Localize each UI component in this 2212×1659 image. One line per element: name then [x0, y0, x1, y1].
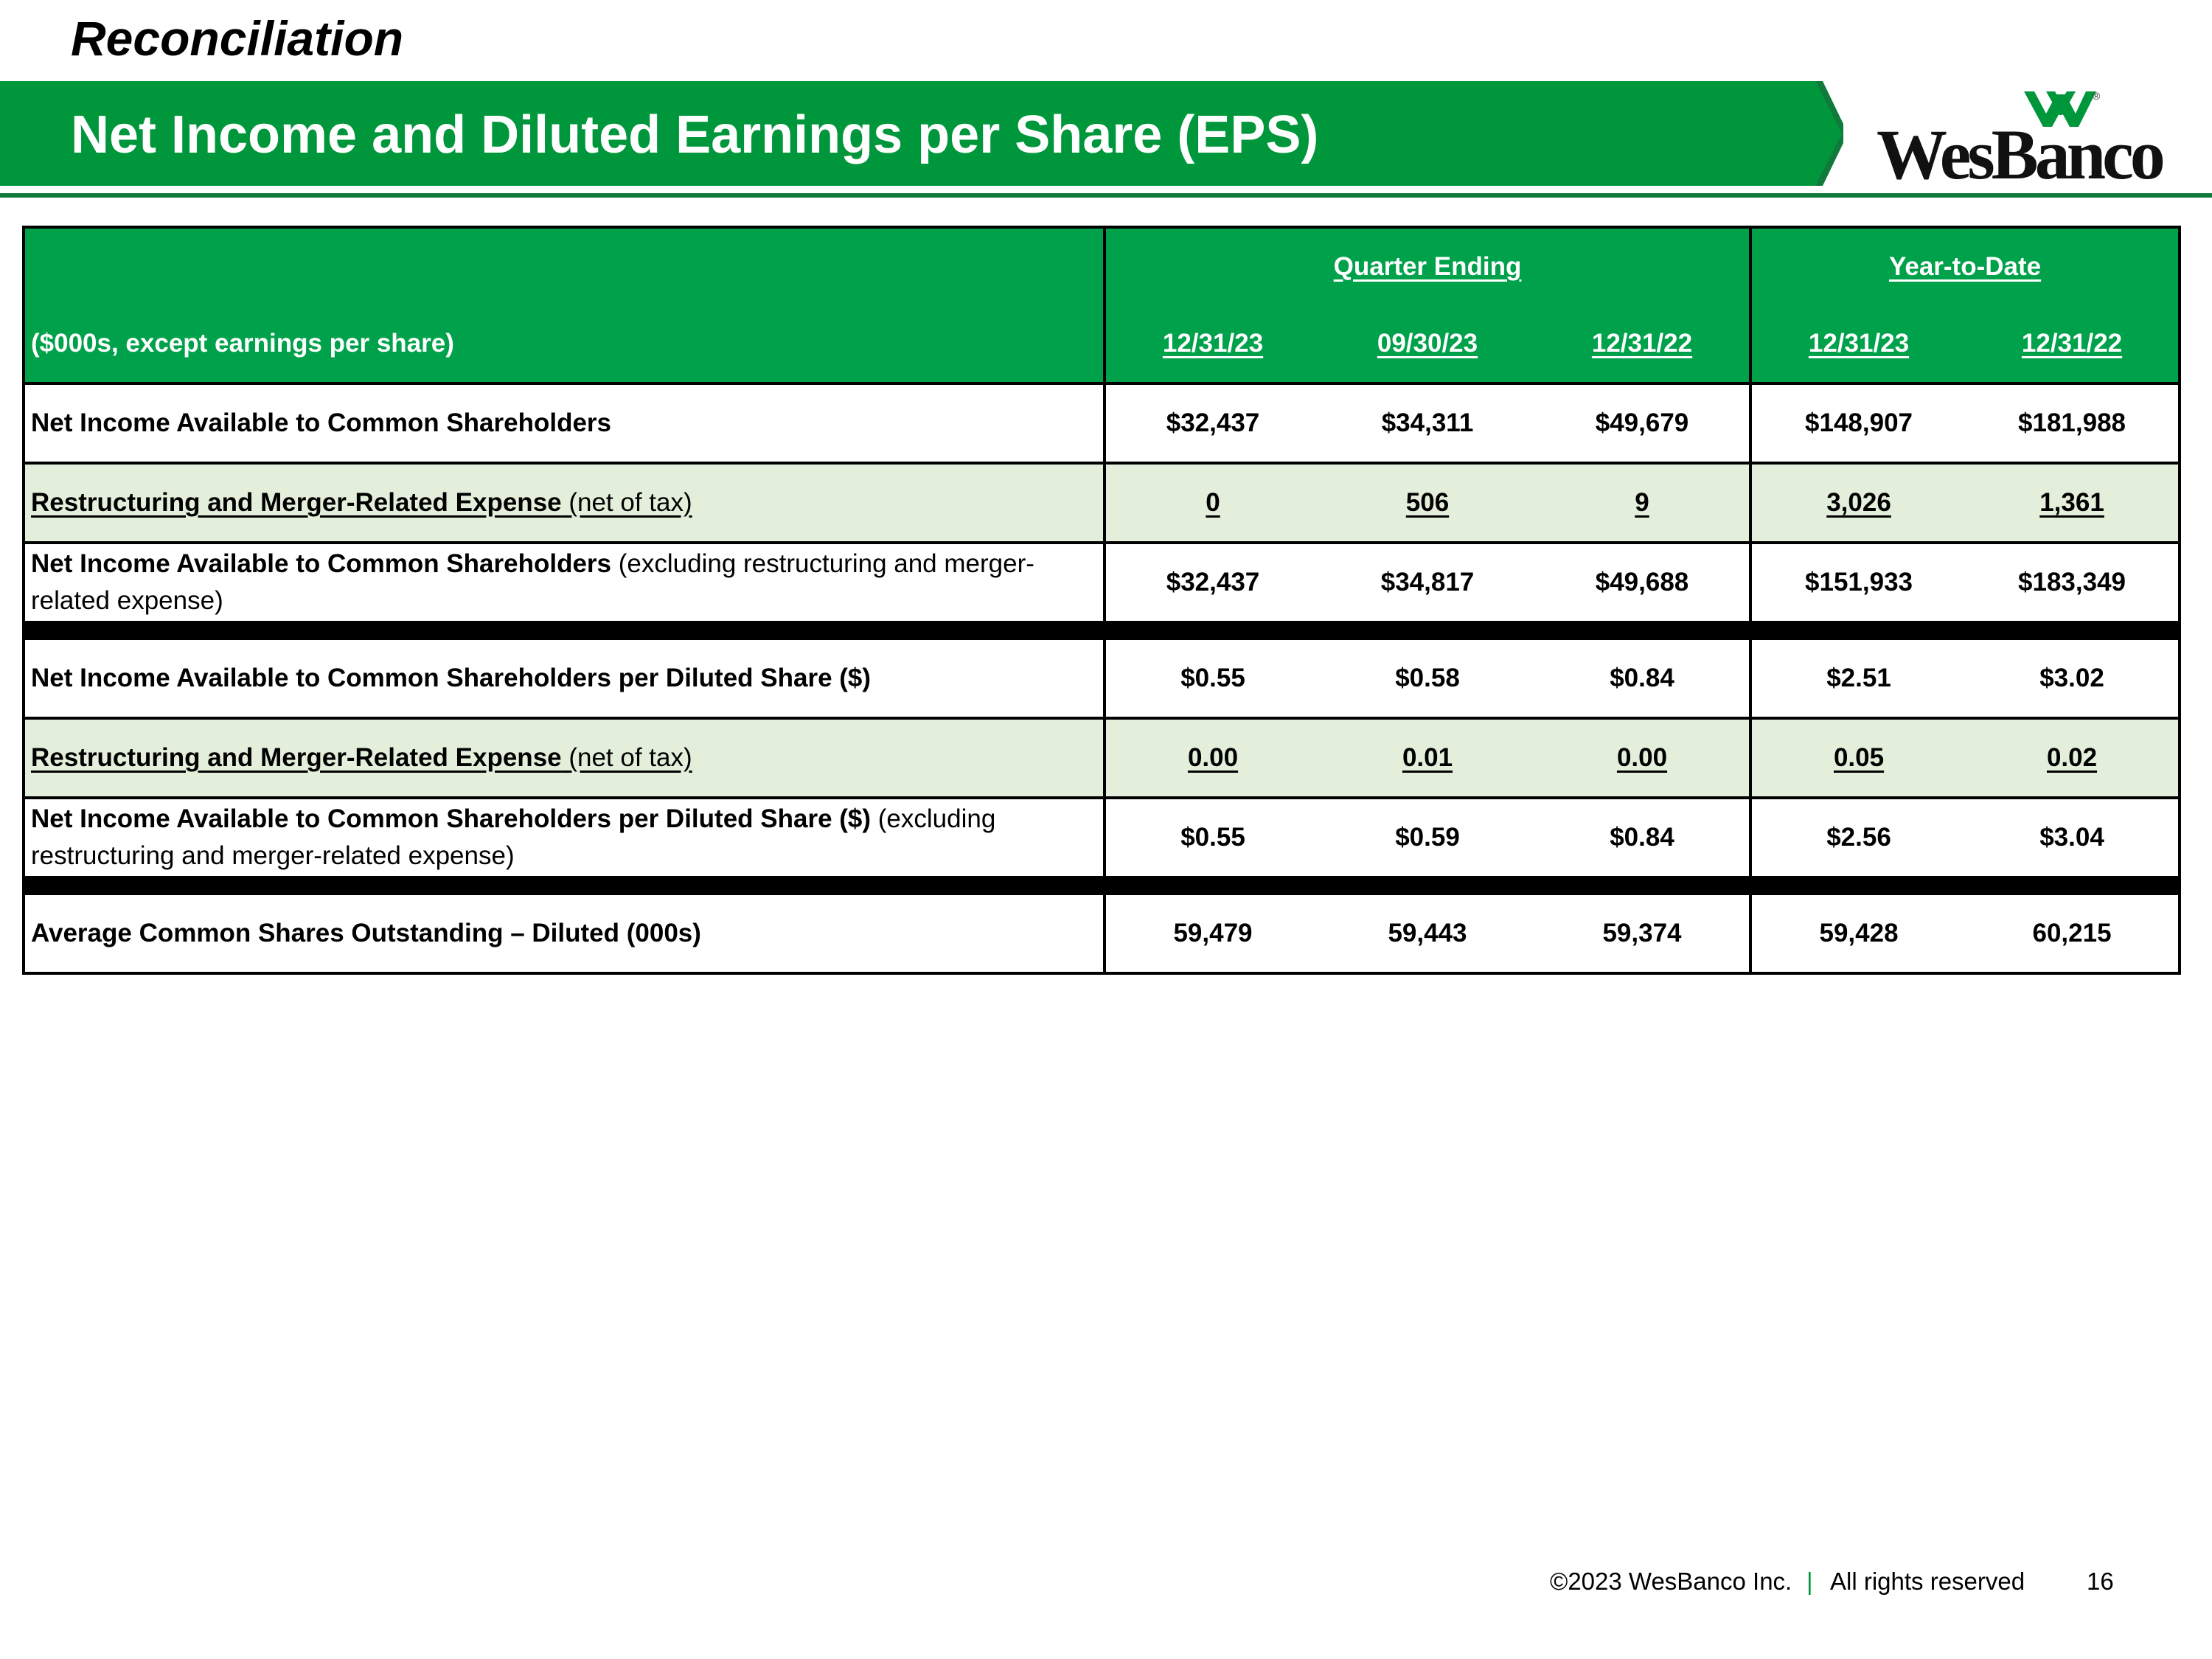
unit-label: ($000s, except earnings per share)	[22, 305, 1106, 385]
cell-value: 0.01	[1320, 717, 1535, 799]
col-header: 12/31/22	[1535, 305, 1753, 385]
cell-value: 60,215	[1966, 892, 2182, 975]
cell-value: 59,374	[1535, 892, 1753, 975]
cell-value: $0.55	[1103, 796, 1320, 879]
reconciliation-table: Quarter Ending Year-to-Date ($000s, exce…	[21, 226, 2182, 975]
page-number: 16	[2087, 1568, 2114, 1595]
cell-value: 59,479	[1103, 892, 1320, 975]
cell-value: 59,428	[1749, 892, 1966, 975]
cell-value: $2.51	[1749, 637, 1966, 720]
table-row: Restructuring and Merger-Related Expense…	[22, 462, 2182, 544]
cell-value: $3.02	[1966, 637, 2182, 720]
cell-value: $0.59	[1320, 796, 1535, 879]
table-row: Net Income Available to Common Sharehold…	[22, 541, 2182, 624]
cell-value: $0.84	[1535, 637, 1753, 720]
section-divider	[21, 876, 2182, 895]
logo-wordmark: WesBanco	[1877, 115, 2166, 194]
row-label: Net Income Available to Common Sharehold…	[22, 382, 1106, 465]
table-row: Net Income Available to Common Sharehold…	[22, 382, 2182, 465]
cell-value: $148,907	[1749, 382, 1966, 465]
cell-value: $151,933	[1749, 541, 1966, 624]
group-year-to-date: Year-to-Date	[1749, 226, 2182, 305]
col-header: 12/31/22	[1966, 305, 2182, 385]
cell-value: $3.04	[1966, 796, 2182, 879]
cell-value: $34,311	[1320, 382, 1535, 465]
cell-value: 0	[1103, 462, 1320, 544]
cell-value: 3,026	[1749, 462, 1966, 544]
footer-copyright: ©2023 WesBanco Inc.	[1550, 1568, 1792, 1595]
header-blank-cell	[22, 226, 1106, 305]
cell-value: 0.02	[1966, 717, 2182, 799]
table-column-header-row: ($000s, except earnings per share) 12/31…	[22, 305, 2182, 385]
logo-registered-mark: ®	[2093, 90, 2101, 102]
col-header: 12/31/23	[1749, 305, 1966, 385]
header-rule	[0, 193, 2212, 198]
logo-w-icon	[2024, 91, 2096, 127]
cell-value: $34,817	[1320, 541, 1535, 624]
cell-value: 0.00	[1535, 717, 1753, 799]
cell-value: 59,443	[1320, 892, 1535, 975]
cell-value: $0.55	[1103, 637, 1320, 720]
table-row: Net Income Available to Common Sharehold…	[22, 796, 2182, 879]
cell-value: 1,361	[1966, 462, 2182, 544]
row-label: Net Income Available to Common Sharehold…	[22, 541, 1106, 624]
banner-chevron-icon	[1799, 81, 1843, 186]
cell-value: 0.05	[1749, 717, 1966, 799]
table-row: Restructuring and Merger-Related Expense…	[22, 717, 2182, 799]
table-row: Average Common Shares Outstanding – Dilu…	[22, 892, 2182, 975]
row-label: Restructuring and Merger-Related Expense…	[22, 717, 1106, 799]
wesbanco-logo: WesBanco	[1877, 83, 2166, 194]
group-quarter-ending: Quarter Ending	[1102, 226, 1753, 305]
cell-value: 9	[1535, 462, 1753, 544]
col-header: 09/30/23	[1320, 305, 1535, 385]
cell-value: $183,349	[1966, 541, 2182, 624]
cell-value: 0.00	[1103, 717, 1320, 799]
row-label: Net Income Available to Common Sharehold…	[22, 637, 1106, 720]
cell-value: $49,679	[1535, 382, 1753, 465]
cell-value: $0.58	[1320, 637, 1535, 720]
section-kicker: Reconciliation	[71, 11, 404, 66]
page-title: Net Income and Diluted Earnings per Shar…	[71, 105, 1319, 164]
cell-value: 506	[1320, 462, 1535, 544]
table-row: Net Income Available to Common Sharehold…	[22, 637, 2182, 720]
cell-value: $2.56	[1749, 796, 1966, 879]
section-divider	[21, 621, 2182, 640]
cell-value: $49,688	[1535, 541, 1753, 624]
cell-value: $181,988	[1966, 382, 2182, 465]
footer-separator: |	[1806, 1568, 1813, 1595]
cell-value: $32,437	[1103, 382, 1320, 465]
row-label: Net Income Available to Common Sharehold…	[22, 796, 1106, 879]
row-label: Restructuring and Merger-Related Expense…	[22, 462, 1106, 544]
row-label: Average Common Shares Outstanding – Dilu…	[22, 892, 1106, 975]
title-banner	[0, 81, 1815, 186]
footer-rights: All rights reserved	[1830, 1568, 2025, 1595]
col-header: 12/31/23	[1103, 305, 1320, 385]
cell-value: $32,437	[1103, 541, 1320, 624]
cell-value: $0.84	[1535, 796, 1753, 879]
table-group-header-row: Quarter Ending Year-to-Date	[22, 226, 2182, 305]
